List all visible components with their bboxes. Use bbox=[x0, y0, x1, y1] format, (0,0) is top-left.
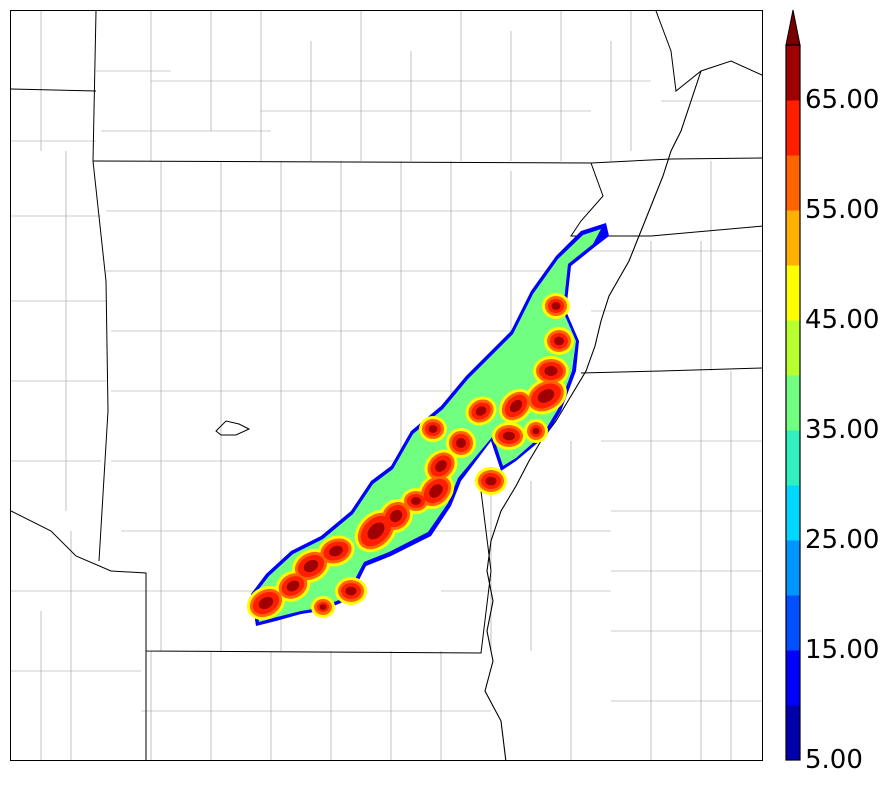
reflectivity-cell bbox=[551, 302, 561, 310]
colorbar-tick-label: 35.00 bbox=[805, 415, 880, 445]
colorbar-segment bbox=[786, 265, 800, 321]
reflectivity-cell bbox=[329, 545, 343, 557]
colorbar-segment bbox=[786, 155, 800, 211]
colorbar bbox=[785, 9, 801, 761]
colorbar-segment bbox=[786, 430, 800, 486]
reflectivity-cell bbox=[303, 559, 319, 573]
reflectivity-cell bbox=[532, 427, 540, 435]
colorbar-tick-label: 55.00 bbox=[805, 195, 880, 225]
state-boundaries bbox=[11, 11, 762, 760]
colorbar-extend-arrow bbox=[785, 9, 801, 46]
reflectivity-cell bbox=[537, 389, 555, 403]
colorbar-segment bbox=[786, 595, 800, 651]
colorbar-segment bbox=[786, 375, 800, 431]
colorbar-tick-label: 15.00 bbox=[805, 635, 880, 665]
reflectivity-cell bbox=[456, 438, 466, 448]
colorbar-frame bbox=[785, 44, 801, 761]
reflectivity-cell bbox=[319, 604, 327, 610]
reflectivity-cell bbox=[554, 336, 564, 346]
colorbar-segment bbox=[786, 210, 800, 266]
colorbar-segment bbox=[786, 320, 800, 376]
reflectivity-cell bbox=[411, 497, 421, 505]
reflectivity-swath bbox=[246, 223, 609, 626]
colorbar-segments bbox=[786, 45, 800, 761]
reflectivity-cell bbox=[509, 399, 523, 413]
colorbar-tick-label: 25.00 bbox=[805, 525, 880, 555]
county-boundaries bbox=[11, 11, 762, 760]
colorbar-segment bbox=[786, 650, 800, 706]
map-canvas bbox=[11, 11, 762, 760]
reflectivity-cell bbox=[502, 431, 516, 441]
reflectivity-cell bbox=[345, 586, 357, 596]
reflectivity-cell bbox=[428, 425, 438, 433]
colorbar-segment bbox=[786, 705, 800, 761]
reflectivity-cell bbox=[286, 580, 300, 592]
reflectivity-cell bbox=[367, 522, 385, 540]
reflectivity-cell bbox=[258, 596, 274, 610]
reflectivity-cell bbox=[429, 484, 443, 498]
colorbar-tick-label: 45.00 bbox=[805, 305, 880, 335]
reflectivity-cell bbox=[389, 509, 403, 523]
colorbar-segment bbox=[786, 100, 800, 156]
colorbar-segment bbox=[786, 45, 800, 101]
colorbar-tick-label: 65.00 bbox=[805, 85, 880, 115]
map-panel bbox=[10, 10, 763, 761]
river bbox=[484, 70, 702, 760]
reflectivity-cell bbox=[544, 366, 558, 376]
colorbar-tick-label: 5.00 bbox=[805, 745, 863, 775]
reflectivity-cell bbox=[435, 460, 447, 472]
colorbar-segment bbox=[786, 485, 800, 541]
reflectivity-cell bbox=[485, 476, 497, 486]
reflectivity-cell bbox=[475, 406, 487, 416]
colorbar-segment bbox=[786, 540, 800, 596]
